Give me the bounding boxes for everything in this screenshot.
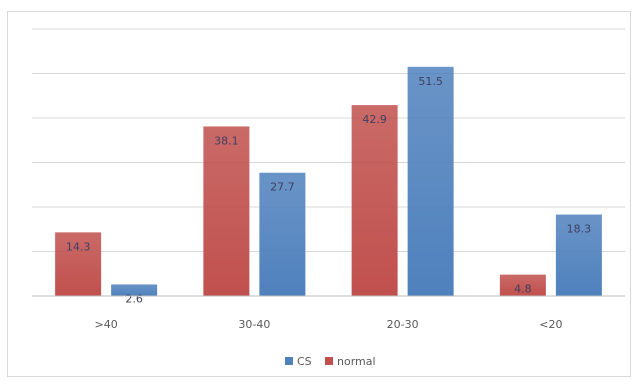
x-tick-label: 20-30 <box>387 318 419 331</box>
x-tick-label: >40 <box>95 318 118 331</box>
data-label-cs-3: 18.3 <box>567 223 592 236</box>
legend-label-normal: normal <box>337 355 376 368</box>
x-tick-label: 30-40 <box>238 318 270 331</box>
data-label-cs-0: 2.6 <box>125 292 143 305</box>
data-label-normal-3: 4.8 <box>514 283 532 296</box>
bar-cs-1 <box>259 172 306 296</box>
data-label-normal-2: 42.9 <box>362 113 387 126</box>
chart-frame <box>7 11 631 377</box>
data-label-cs-1: 27.7 <box>270 181 295 194</box>
bars <box>55 66 602 296</box>
data-labels: 14.3 2.6 38.1 27.7 42.9 51.5 4.8 18.3 <box>66 75 591 306</box>
gridlines <box>32 28 625 252</box>
data-label-normal-1: 38.1 <box>214 134 239 147</box>
bar-normal-0 <box>55 232 102 296</box>
legend-swatch-normal <box>325 357 333 365</box>
x-tick-labels: >40 30-40 20-30 <20 <box>95 318 563 331</box>
legend-label-cs: CS <box>297 355 312 368</box>
bar-normal-1 <box>203 126 250 296</box>
x-tick-label: <20 <box>539 318 562 331</box>
data-label-cs-2: 51.5 <box>418 75 443 88</box>
data-label-normal-0: 14.3 <box>66 240 91 253</box>
bar-cs-2 <box>407 66 454 296</box>
bar-cs-3 <box>555 214 602 296</box>
bar-normal-3 <box>499 274 546 296</box>
bar-cs-0 <box>111 284 158 296</box>
bar-normal-2 <box>351 105 398 296</box>
legend-swatch-cs <box>285 357 293 365</box>
legend: CS normal <box>285 355 376 368</box>
